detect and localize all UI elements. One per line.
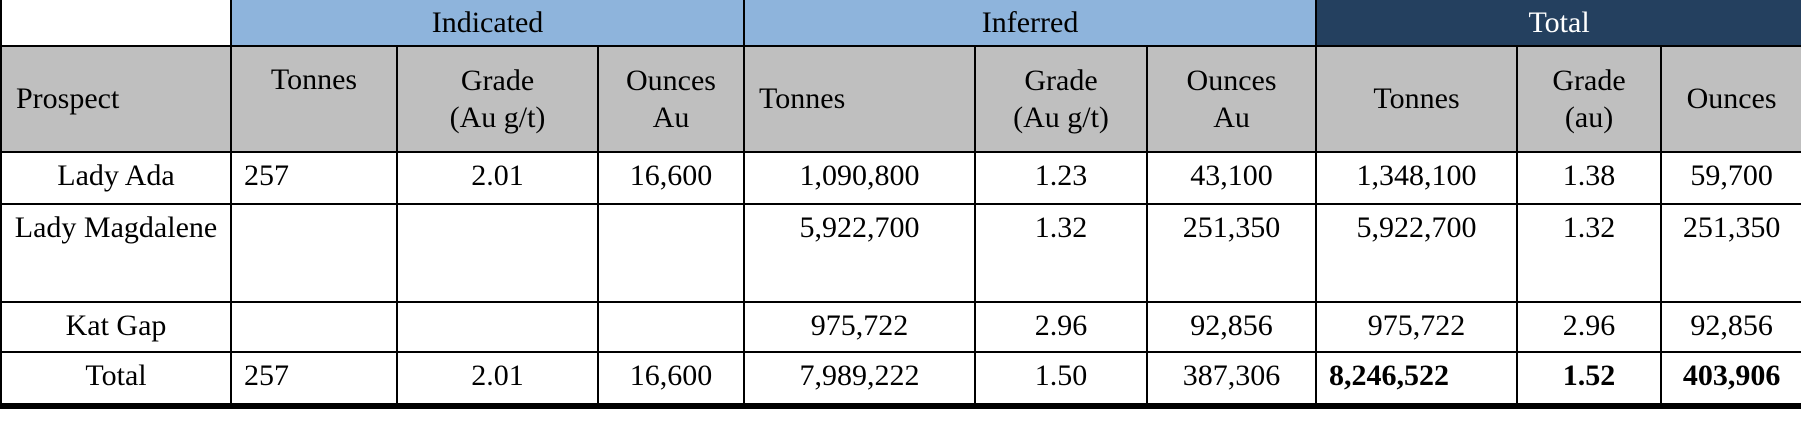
cell-total-ounces: 59,700 <box>1660 151 1801 205</box>
cell-inferred-tonnes: 975,722 <box>743 301 977 353</box>
cell-inferred-grade: 1.23 <box>974 151 1149 205</box>
cell-total-grade: 1.32 <box>1516 203 1663 303</box>
section-header-indicated: Indicated <box>229 0 746 47</box>
cell-indicated-ounces: 16,600 <box>596 151 746 205</box>
cell-inferred-ounces: 387,306 <box>1146 351 1318 409</box>
column-header-row: Prospect Tonnes Grade (Au g/t) Ounces Au… <box>0 45 1801 153</box>
cell-indicated-ounces <box>596 203 746 303</box>
corner-cell <box>0 0 232 47</box>
table-row-kat-gap: Kat Gap 975,722 2.96 92,856 975,722 2.96… <box>0 301 1801 353</box>
cell-prospect: Total <box>0 351 232 409</box>
cell-total-tonnes: 5,922,700 <box>1315 203 1519 303</box>
table-row-total: Total 257 2.01 16,600 7,989,222 1.50 387… <box>0 351 1801 409</box>
table-row-lady-ada: Lady Ada 257 2.01 16,600 1,090,800 1.23 … <box>0 151 1801 205</box>
cell-indicated-ounces <box>596 301 746 353</box>
cell-total-grade: 1.38 <box>1516 151 1663 205</box>
group-header-row: Indicated Inferred Total <box>0 0 1801 47</box>
cell-indicated-tonnes <box>230 203 398 303</box>
cell-total-tonnes: 975,722 <box>1315 301 1519 353</box>
cell-prospect: Lady Ada <box>0 151 232 205</box>
cell-total-tonnes: 8,246,522 <box>1315 351 1519 409</box>
cell-total-ounces: 251,350 <box>1660 203 1801 303</box>
col-header-inferred-grade: Grade (Au g/t) <box>974 45 1149 153</box>
cell-inferred-tonnes: 5,922,700 <box>743 203 977 303</box>
cell-indicated-grade: 2.01 <box>396 351 599 409</box>
cell-inferred-ounces: 92,856 <box>1146 301 1318 353</box>
mineral-resource-table: Indicated Inferred Total Prospect Tonnes… <box>0 0 1801 409</box>
cell-inferred-grade: 1.32 <box>974 203 1149 303</box>
col-header-indicated-ounces: Ounces Au <box>596 45 746 153</box>
cell-prospect: Lady Magdalene <box>0 203 232 303</box>
cell-indicated-tonnes: 257 <box>230 151 398 205</box>
col-header-total-tonnes: Tonnes <box>1315 45 1519 153</box>
cell-total-tonnes: 1,348,100 <box>1315 151 1519 205</box>
cell-prospect: Kat Gap <box>0 301 232 353</box>
col-header-total-grade: Grade (au) <box>1516 45 1663 153</box>
cell-indicated-ounces: 16,600 <box>596 351 746 409</box>
cell-total-ounces: 403,906 <box>1660 351 1801 409</box>
cell-total-ounces: 92,856 <box>1660 301 1801 353</box>
col-header-inferred-ounces: Ounces Au <box>1146 45 1318 153</box>
cell-indicated-grade: 2.01 <box>396 151 599 205</box>
table-row-lady-magdalene: Lady Magdalene 5,922,700 1.32 251,350 5,… <box>0 203 1801 303</box>
cell-inferred-tonnes: 1,090,800 <box>743 151 977 205</box>
cell-indicated-tonnes: 257 <box>230 351 398 409</box>
cell-indicated-grade <box>396 203 599 303</box>
cell-indicated-tonnes <box>230 301 398 353</box>
col-header-total-ounces: Ounces <box>1660 45 1801 153</box>
section-header-total: Total <box>1315 0 1801 47</box>
cell-indicated-grade <box>396 301 599 353</box>
cell-inferred-grade: 2.96 <box>974 301 1149 353</box>
cell-inferred-tonnes: 7,989,222 <box>743 351 977 409</box>
section-header-inferred: Inferred <box>743 0 1318 47</box>
cell-inferred-ounces: 43,100 <box>1146 151 1318 205</box>
col-header-indicated-tonnes: Tonnes <box>230 45 398 153</box>
col-header-indicated-grade: Grade (Au g/t) <box>396 45 599 153</box>
cell-inferred-grade: 1.50 <box>974 351 1149 409</box>
cell-total-grade: 1.52 <box>1516 351 1663 409</box>
cell-inferred-ounces: 251,350 <box>1146 203 1318 303</box>
col-header-prospect: Prospect <box>0 45 232 153</box>
cell-total-grade: 2.96 <box>1516 301 1663 353</box>
col-header-inferred-tonnes: Tonnes <box>743 45 977 153</box>
